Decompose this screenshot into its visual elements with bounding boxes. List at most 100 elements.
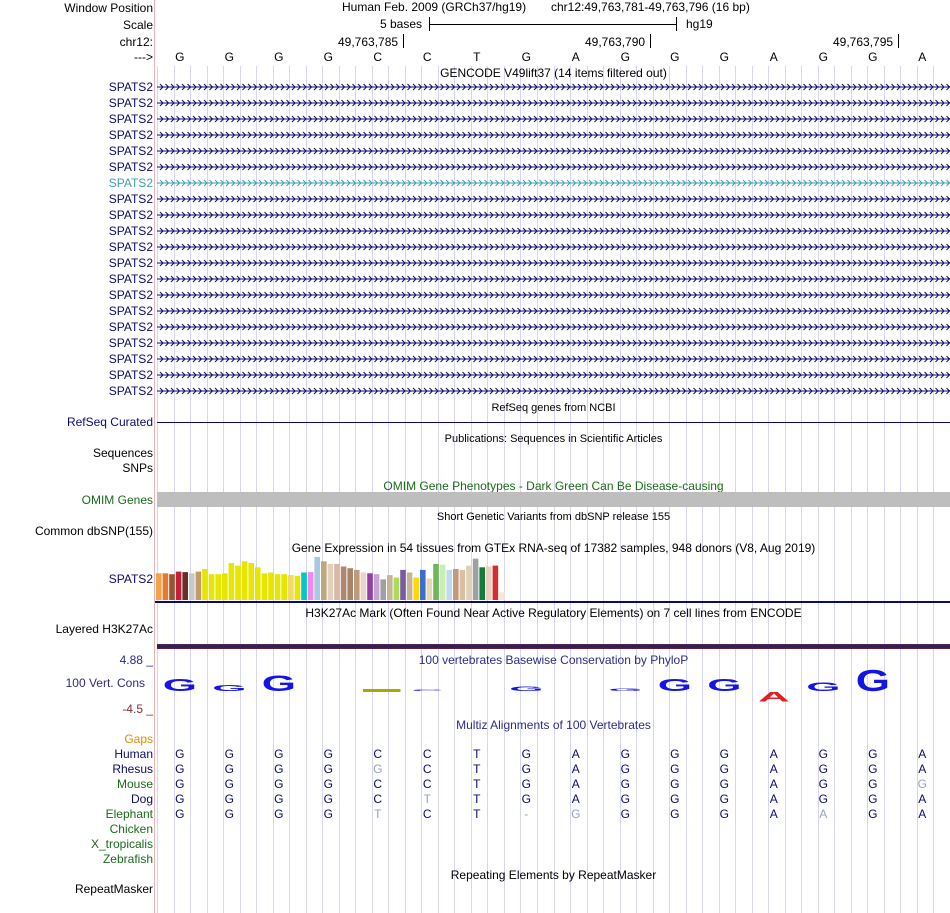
- refseq-feature-line[interactable]: [157, 422, 950, 423]
- gencode-item-label[interactable]: SPATS2: [108, 208, 153, 222]
- gencode-transcript-line[interactable]: [157, 370, 950, 380]
- gencode-transcript-line[interactable]: [157, 274, 950, 284]
- omim-feature-bar[interactable]: [157, 492, 950, 507]
- gtex-bar: [426, 578, 433, 600]
- gtex-bar: [420, 569, 426, 600]
- gencode-transcript-line[interactable]: [157, 322, 950, 332]
- multiz-species-label[interactable]: Zebrafish: [102, 852, 153, 866]
- gencode-item-label[interactable]: SPATS2: [108, 80, 153, 94]
- gencode-item-label[interactable]: SPATS2: [108, 304, 153, 318]
- multiz-base: G: [323, 777, 333, 791]
- reference-base: G: [323, 50, 333, 64]
- gencode-item-label[interactable]: SPATS2: [108, 192, 153, 206]
- multiz-species-label[interactable]: Human: [114, 747, 153, 761]
- gencode-transcript-line[interactable]: [157, 290, 950, 300]
- cons-logo-letter: G: [707, 676, 741, 696]
- gencode-transcript-line[interactable]: [157, 146, 950, 156]
- gencode-item-label[interactable]: SPATS2: [108, 384, 153, 398]
- gtex-bar: [406, 572, 413, 600]
- multiz-species-label[interactable]: Rhesus: [112, 762, 153, 776]
- gencode-item-label[interactable]: SPATS2: [108, 256, 153, 270]
- multiz-base: G: [620, 807, 630, 821]
- gencode-item-label[interactable]: SPATS2: [108, 272, 153, 286]
- strand-arrows: [159, 243, 950, 251]
- gencode-transcript-line[interactable]: [157, 178, 950, 188]
- cons-logo[interactable]: G G G C G G G GAG G: [157, 668, 950, 708]
- cons-label[interactable]: 100 Vert. Cons: [65, 676, 145, 690]
- refseq-label[interactable]: RefSeq Curated: [66, 415, 153, 429]
- gencode-transcript-line[interactable]: [157, 258, 950, 268]
- cons-logo-letter: G: [509, 686, 543, 693]
- strand-arrows: [159, 323, 950, 331]
- multiz-base: A: [918, 792, 927, 806]
- strand-arrows: [159, 371, 950, 379]
- gencode-item-label[interactable]: SPATS2: [108, 336, 153, 350]
- gencode-item-label[interactable]: SPATS2: [108, 176, 153, 190]
- strand-arrows: [159, 291, 950, 299]
- dbsnp-label[interactable]: Common dbSNP(155): [34, 524, 153, 538]
- omim-label[interactable]: OMIM Genes: [81, 493, 153, 507]
- gencode-item-label[interactable]: SPATS2: [108, 112, 153, 126]
- gencode-transcript-line[interactable]: [157, 242, 950, 252]
- omim-track-title: OMIM Gene Phenotypes - Dark Green Can Be…: [383, 479, 724, 493]
- gencode-transcript-line[interactable]: [157, 354, 950, 364]
- multiz-base: G: [373, 762, 383, 776]
- multiz-species-label[interactable]: X_tropicalis: [90, 837, 153, 851]
- repeatmasker-label[interactable]: RepeatMasker: [74, 882, 153, 896]
- reference-base: G: [719, 50, 729, 64]
- multiz-track-title: Multiz Alignments of 100 Vertebrates: [456, 718, 651, 732]
- gtex-bar: [301, 572, 307, 600]
- gencode-transcript-line[interactable]: [157, 226, 950, 236]
- gencode-transcript-line[interactable]: [157, 210, 950, 220]
- gtex-bar-chart[interactable]: [155, 554, 555, 602]
- gencode-transcript-line[interactable]: [157, 338, 950, 348]
- multiz-base: A: [769, 777, 778, 791]
- multiz-base: G: [670, 762, 680, 776]
- multiz-base: T: [473, 792, 481, 806]
- gencode-item-label[interactable]: SPATS2: [108, 352, 153, 366]
- gencode-transcript-line[interactable]: [157, 386, 950, 396]
- gencode-item-label[interactable]: SPATS2: [108, 224, 153, 238]
- gencode-transcript-line[interactable]: [157, 194, 950, 204]
- multiz-base: G: [175, 762, 185, 776]
- gtex-bar: [241, 561, 248, 600]
- sequences-label[interactable]: Sequences: [92, 446, 153, 460]
- multiz-species-label[interactable]: Mouse: [116, 777, 153, 791]
- multiz-base: G: [719, 747, 729, 761]
- gtex-bar: [307, 572, 314, 600]
- h3k27ac-signal[interactable]: [157, 644, 950, 649]
- gencode-transcript-line[interactable]: [157, 306, 950, 316]
- gencode-item-label[interactable]: SPATS2: [108, 160, 153, 174]
- gencode-transcript-line[interactable]: [157, 98, 950, 108]
- gencode-item-label[interactable]: SPATS2: [108, 368, 153, 382]
- gencode-item-label[interactable]: SPATS2: [108, 320, 153, 334]
- multiz-base: G: [917, 777, 927, 791]
- gencode-item-label[interactable]: SPATS2: [108, 288, 153, 302]
- gencode-item-label[interactable]: SPATS2: [108, 96, 153, 110]
- reference-base: G: [868, 50, 878, 64]
- scale-bar: [429, 17, 677, 31]
- snps-label[interactable]: SNPs: [122, 461, 153, 475]
- gencode-item-label[interactable]: SPATS2: [108, 144, 153, 158]
- gtex-label[interactable]: SPATS2: [108, 572, 153, 586]
- multiz-base: -: [524, 807, 529, 821]
- gencode-transcript-line[interactable]: [157, 82, 950, 92]
- h3k27ac-label[interactable]: Layered H3K27Ac: [55, 622, 153, 636]
- gaps-label[interactable]: Gaps: [124, 732, 153, 746]
- multiz-base: A: [769, 792, 778, 806]
- multiz-base: C: [422, 807, 432, 821]
- multiz-species-label[interactable]: Chicken: [109, 822, 153, 836]
- multiz-base: G: [818, 777, 828, 791]
- multiz-base: G: [274, 762, 284, 776]
- gencode-item-label[interactable]: SPATS2: [108, 240, 153, 254]
- strand-arrows: [159, 275, 950, 283]
- gencode-transcript-line[interactable]: [157, 130, 950, 140]
- multiz-base: G: [175, 807, 185, 821]
- multiz-species-label[interactable]: Elephant: [105, 807, 153, 821]
- multiz-base: T: [473, 807, 481, 821]
- gencode-transcript-line[interactable]: [157, 114, 950, 124]
- gencode-item-label[interactable]: SPATS2: [108, 128, 153, 142]
- multiz-species-label[interactable]: Dog: [130, 792, 153, 806]
- gencode-transcript-line[interactable]: [157, 162, 950, 172]
